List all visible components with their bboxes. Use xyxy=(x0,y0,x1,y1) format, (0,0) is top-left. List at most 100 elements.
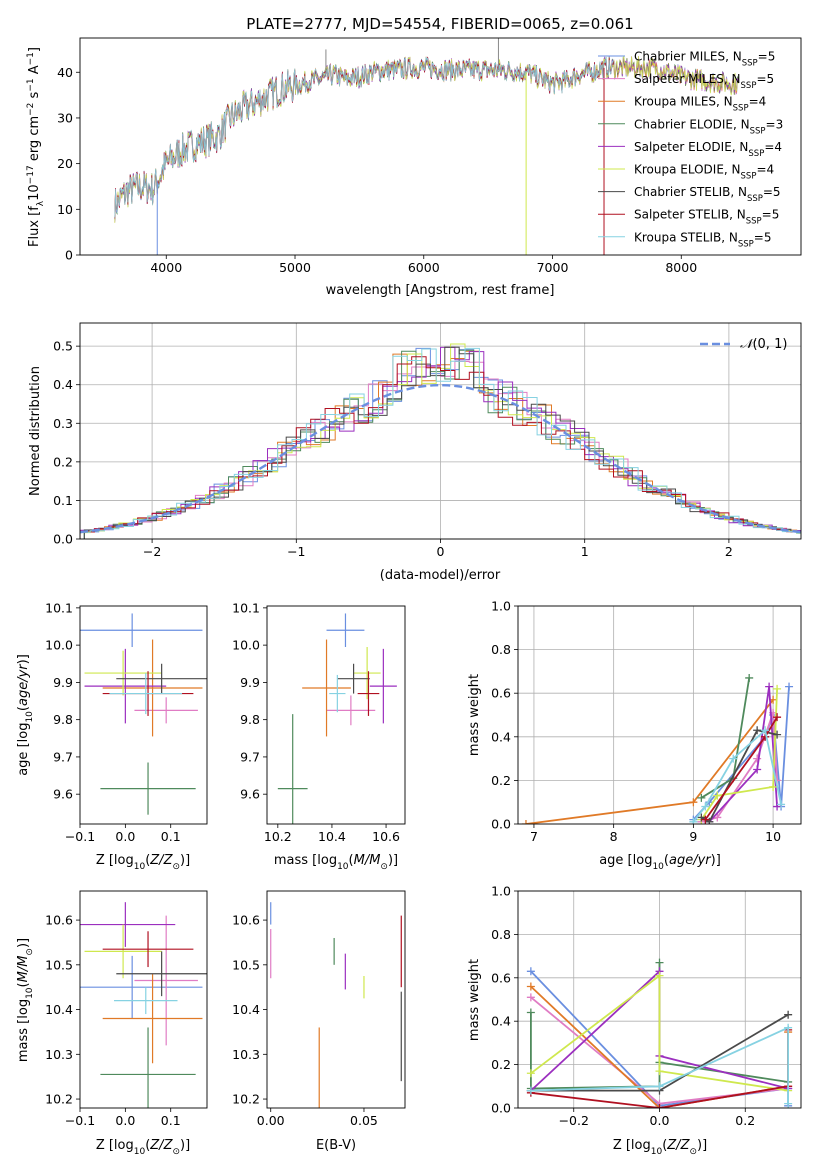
x-tick-label: 10.4 xyxy=(318,829,346,844)
y-tick-label: 10.1 xyxy=(232,600,260,615)
x-tick-label: 7 xyxy=(530,829,538,844)
y-tick-label: 10.0 xyxy=(45,638,73,653)
x-tick-label: 10 xyxy=(765,829,781,844)
y-tick-label: 0.1 xyxy=(53,493,73,508)
gaussian-reference-curve xyxy=(80,383,801,534)
y-tick-label: 9.6 xyxy=(53,787,73,802)
y-tick-label: 10.4 xyxy=(45,1002,73,1017)
y-axis-label: mass [log10(M/M⊙)] xyxy=(16,938,35,1062)
y-tick-label: 0.0 xyxy=(53,532,73,547)
x-tick-label: 9 xyxy=(689,829,697,844)
x-tick-label: −1 xyxy=(287,544,305,559)
plot-area-age_vs_mass xyxy=(277,613,397,824)
y-tick-label: 9.7 xyxy=(53,749,73,764)
legend-entry: 𝒩(0, 1) xyxy=(740,337,787,352)
data-point xyxy=(655,1104,664,1108)
y-tick-label: 10.5 xyxy=(232,957,260,972)
x-axis-label: age [log10(age/yr)] xyxy=(599,853,721,872)
data-point xyxy=(785,682,794,691)
y-tick-label: 10.2 xyxy=(232,1092,260,1107)
x-axis-label: (data-model)/error xyxy=(380,568,501,583)
y-tick-label: 10.4 xyxy=(232,1002,260,1017)
y-tick-label: 0.4 xyxy=(53,377,73,392)
axes-frame xyxy=(79,605,208,825)
data-point xyxy=(773,730,782,739)
data-point xyxy=(701,815,710,824)
data-point xyxy=(753,726,762,735)
y-tick-label: 9.8 xyxy=(53,712,73,727)
grid-mass_weight_vs_age xyxy=(518,605,801,825)
axes-frame xyxy=(79,322,802,540)
y-tick-label: 10.3 xyxy=(45,1047,73,1062)
data-point xyxy=(701,802,710,811)
x-tick-label: 0.1 xyxy=(161,829,181,844)
mass-weight-series xyxy=(708,686,778,823)
y-tick-label: 10.3 xyxy=(232,1047,260,1062)
x-tick-label: −0.1 xyxy=(65,829,95,844)
y-tick-label: 1.0 xyxy=(491,884,511,899)
histogram-series xyxy=(80,343,801,534)
plot-area-mass_weight_vs_Z xyxy=(526,958,793,1108)
plot-area-mass_vs_Z xyxy=(80,902,207,1108)
plot-area-residuals xyxy=(80,343,801,539)
x-axis-label: Z [log10(Z/Z⊙)] xyxy=(96,1138,190,1157)
data-point xyxy=(697,793,706,802)
data-point xyxy=(526,967,535,976)
y-axis-label: mass weight xyxy=(467,959,482,1041)
data-point xyxy=(526,1086,535,1095)
y-tick-label: 0.6 xyxy=(491,970,511,985)
axes-age_vs_mass: 10.2 10.4 10.6 9.6 9.7 9.8 9.9 10.0 10.1 xyxy=(232,600,406,844)
x-tick-label: 0.0 xyxy=(115,1113,135,1128)
axes-mass_vs_EBV: 0.00 0.05 10.2 10.3 10.4 10.5 10.6 xyxy=(232,890,406,1128)
y-tick-label: 10.0 xyxy=(232,638,260,653)
x-tick-label: 8 xyxy=(610,829,618,844)
y-tick-label: 10.1 xyxy=(45,600,73,615)
mass-weight-series xyxy=(530,1026,789,1104)
plot-area-mass_weight_vs_age xyxy=(521,673,794,824)
mass-weight-series xyxy=(700,688,778,821)
data-point xyxy=(773,713,782,722)
x-tick-label: 0.0 xyxy=(650,1113,670,1128)
x-tick-label: 0 xyxy=(437,544,445,559)
plot-area-mass_vs_EBV xyxy=(270,902,402,1108)
y-tick-label: 10.2 xyxy=(45,1092,73,1107)
x-tick-label: 0.0 xyxy=(115,829,135,844)
data-point xyxy=(713,813,722,822)
axes-mass_vs_Z: −0.1 0.0 0.1 10.2 10.3 10.4 10.5 10.6 xyxy=(45,890,208,1128)
y-tick-label: 0.4 xyxy=(491,1014,511,1029)
axes-frame xyxy=(517,605,802,825)
legend-entry: Salpeter MILES, NSSP=5 xyxy=(634,72,774,91)
data-point xyxy=(769,782,778,791)
legend-entry: Kroupa STELIB, NSSP=5 xyxy=(634,230,772,249)
axes-frame xyxy=(266,890,406,1109)
x-axis-label: wavelength [Angstrom, rest frame] xyxy=(326,283,555,298)
y-tick-label: 9.7 xyxy=(240,749,260,764)
data-point xyxy=(784,1023,793,1032)
y-tick-label: 20 xyxy=(57,156,73,171)
y-tick-label: 0.2 xyxy=(491,773,511,788)
x-tick-label: −2 xyxy=(143,544,161,559)
y-axis-label: Flux [fλ10−17 erg cm−2 s−1 A−1] xyxy=(26,47,46,247)
x-axis-label: E(B-V) xyxy=(316,1138,356,1153)
y-tick-label: 9.6 xyxy=(240,787,260,802)
y-tick-label: 0.2 xyxy=(53,454,73,469)
x-tick-label: 8000 xyxy=(665,260,697,275)
y-tick-label: 9.9 xyxy=(240,675,260,690)
x-tick-label: 0.1 xyxy=(161,1113,181,1128)
data-point xyxy=(526,993,535,1002)
legend-entry: Salpeter STELIB, NSSP=5 xyxy=(634,208,779,227)
data-point xyxy=(526,1069,535,1078)
data-point xyxy=(753,754,762,763)
axes-frame xyxy=(79,890,208,1109)
data-point xyxy=(761,726,770,735)
axes-mass_weight_vs_age: 7 8 9 10 0.0 0.2 0.4 0.6 0.8 1.0 xyxy=(491,599,802,844)
data-point xyxy=(526,982,535,991)
y-tick-label: 1.0 xyxy=(491,599,511,614)
histogram-series xyxy=(80,361,801,539)
x-tick-label: −0.2 xyxy=(559,1113,589,1128)
axes-frame xyxy=(79,37,802,256)
x-tick-label: 4000 xyxy=(150,260,182,275)
legend-entry: Salpeter ELODIE, NSSP=4 xyxy=(634,140,782,159)
mass-weight-series xyxy=(530,973,789,1092)
